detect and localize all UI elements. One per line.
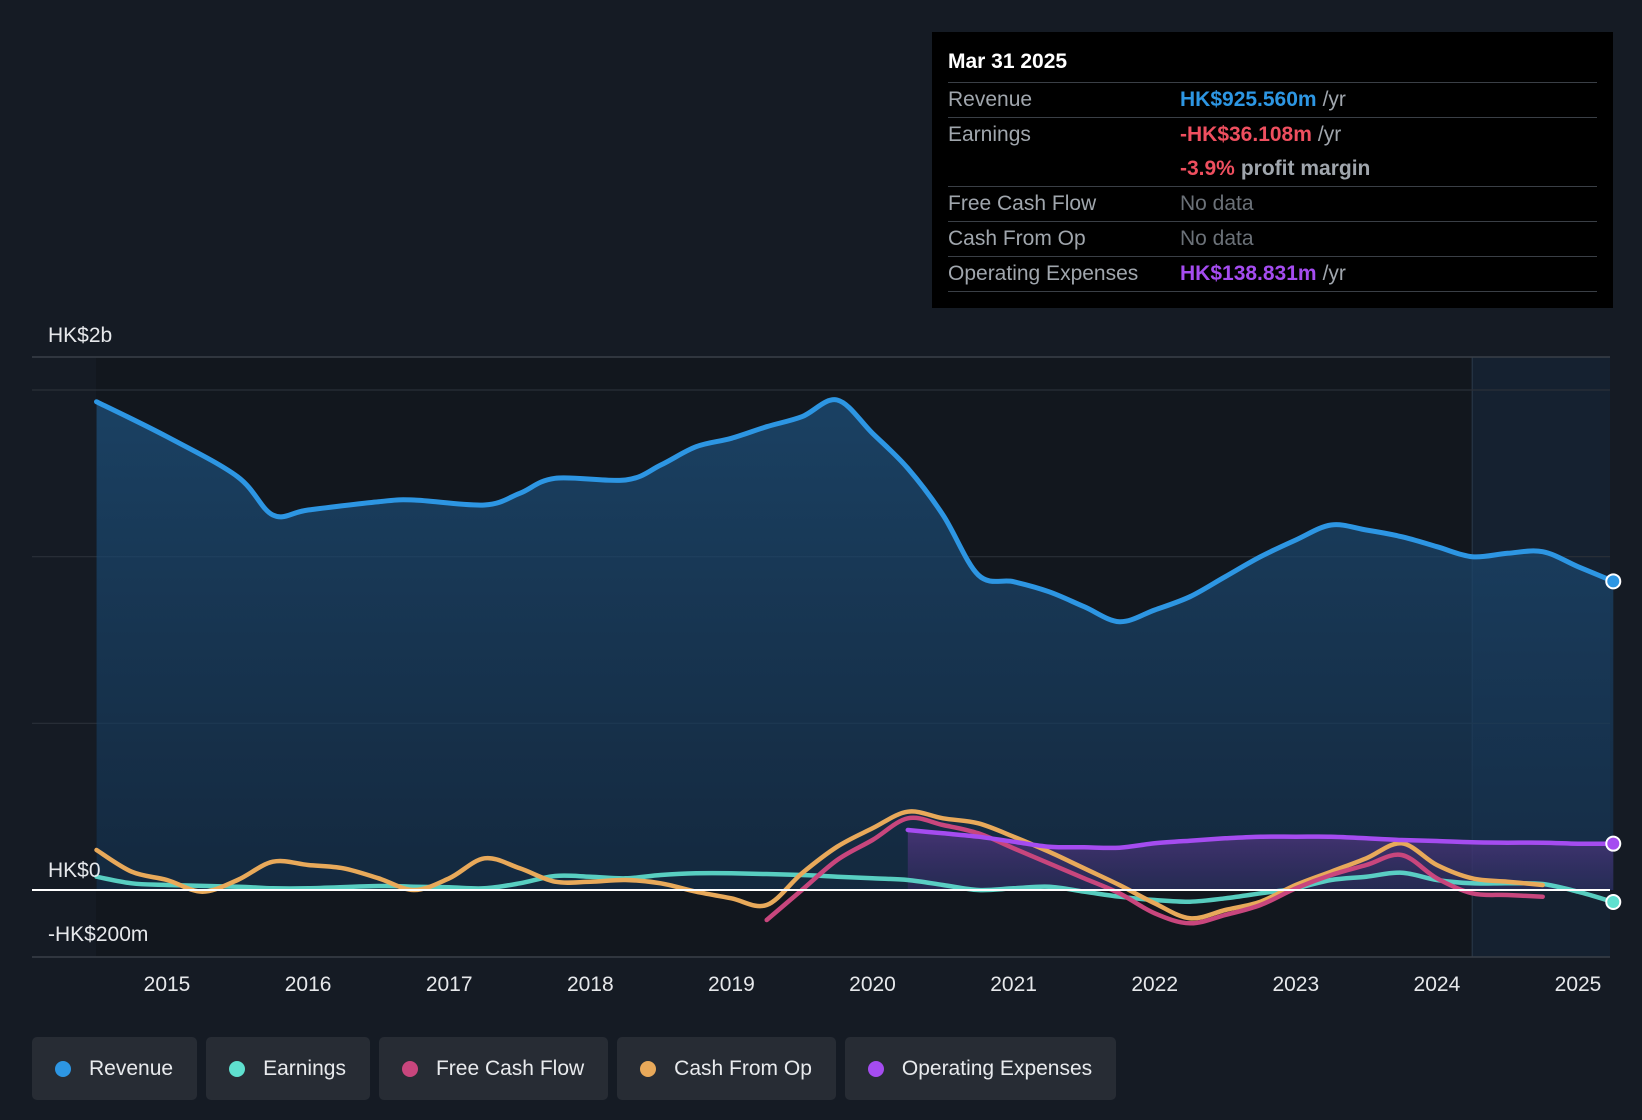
x-tick-label: 2021 (990, 973, 1037, 996)
tooltip-label-fcf: Free Cash Flow (948, 192, 1097, 215)
x-tick-label: 2025 (1555, 973, 1602, 996)
tooltip-row-opex: Operating Expenses HK$138.831m /yr (948, 256, 1597, 291)
x-tick-label: 2023 (1272, 973, 1319, 996)
tooltip-value-revenue: HK$925.560m (1180, 88, 1317, 111)
series-lines (94, 397, 1616, 926)
revenue-end-marker (1605, 573, 1622, 590)
tooltip-unit-earnings: /yr (1317, 123, 1342, 146)
opex-line (905, 827, 1616, 851)
y-tick-label: HK$0 (48, 859, 101, 882)
revenue-dot-icon (55, 1060, 71, 1077)
opex-area (907, 830, 1614, 890)
tooltip-row-fcf: Free Cash Flow No data (948, 186, 1597, 221)
series-areas (96, 399, 1614, 890)
tooltip-label-cfo: Cash From Op (948, 227, 1086, 250)
legend: Revenue Earnings Free Cash Flow Cash Fro… (32, 1037, 1117, 1100)
x-tick-label: 2020 (849, 973, 896, 996)
legend-label-cash-from-op: Cash From Op (674, 1056, 812, 1080)
y-tick-label: HK$2b (48, 324, 112, 347)
x-tick-label: 2015 (144, 973, 191, 996)
x-tick-label: 2017 (426, 973, 473, 996)
operating-expenses-dot-icon (867, 1060, 884, 1077)
series-end-markers (1605, 573, 1622, 910)
x-tick-label: 2019 (708, 973, 755, 996)
x-axis-labels: 2015 2016 2017 2018 2019 2020 2021 2022 2023 2024… (144, 973, 1602, 996)
legend-free-cash-flow[interactable]: Free Cash Flow (378, 1037, 609, 1100)
legend-revenue[interactable]: Revenue (32, 1037, 198, 1100)
tooltip-panel: Mar 31 2025 Revenue HK$925.560m /yr Earn… (932, 32, 1613, 308)
x-tick-label: 2024 (1414, 973, 1461, 996)
cfo-line (94, 809, 1545, 921)
tooltip-label-opex: Operating Expenses (948, 262, 1139, 285)
free-cash-flow-dot-icon (401, 1060, 418, 1077)
tooltip-row-cfo: Cash From Op No data (948, 221, 1597, 256)
tooltip-row-revenue: Revenue HK$925.560m /yr (948, 82, 1597, 117)
revenue-line (94, 397, 1616, 625)
tooltip-row-earnings: Earnings -HK$36.108m /yr (948, 117, 1597, 152)
tooltip-value-margin: -3.9% (1180, 157, 1235, 180)
legend-earnings[interactable]: Earnings (206, 1037, 370, 1100)
tooltip-value-cfo: No data (1180, 227, 1254, 250)
tooltip-row-margin: -3.9% profit margin (948, 152, 1597, 186)
legend-label-free-cash-flow: Free Cash Flow (435, 1056, 585, 1080)
legend-label-earnings: Earnings (263, 1056, 346, 1080)
earnings-end-marker (1605, 894, 1622, 910)
x-tick-label: 2016 (285, 973, 332, 996)
x-tick-label: 2022 (1131, 973, 1178, 996)
tooltip-unit-revenue: /yr (1322, 88, 1346, 111)
x-tick-label: 2018 (567, 973, 614, 996)
y-tick-label: -HK$200m (48, 923, 148, 946)
fcf-line (764, 815, 1545, 926)
tooltip-value-opex: HK$138.831m (1180, 262, 1317, 285)
y-axis-labels: HK$2b HK$0 -HK$200m (48, 324, 148, 946)
tooltip-value-fcf: No data (1180, 192, 1254, 215)
tooltip-value-earnings: -HK$36.108m (1180, 123, 1312, 146)
tooltip-unit-margin: profit margin (1240, 157, 1371, 180)
tooltip-label-revenue: Revenue (948, 88, 1033, 111)
cash-from-op-dot-icon (640, 1060, 657, 1077)
revenue-area (96, 399, 1614, 890)
legend-cash-from-op[interactable]: Cash From Op (617, 1037, 836, 1100)
tooltip-label-earnings: Earnings (948, 123, 1031, 146)
earnings-dot-icon (229, 1060, 246, 1077)
legend-label-revenue: Revenue (89, 1056, 174, 1080)
legend-label-operating-expenses: Operating Expenses (901, 1056, 1093, 1080)
tooltip-unit-opex: /yr (1322, 262, 1346, 285)
tooltip-date: Mar 31 2025 (948, 50, 1068, 73)
opex-end-marker (1605, 835, 1622, 852)
legend-operating-expenses[interactable]: Operating Expenses (844, 1037, 1117, 1100)
